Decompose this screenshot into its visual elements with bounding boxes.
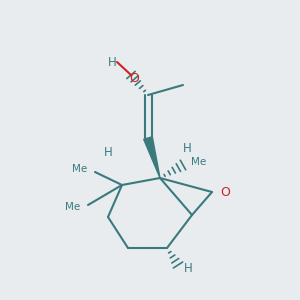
Text: H: H <box>108 56 116 68</box>
Text: O: O <box>129 73 139 85</box>
Text: Me: Me <box>65 202 80 212</box>
Text: Me: Me <box>191 157 206 167</box>
Text: H: H <box>183 142 191 154</box>
Text: Me: Me <box>72 164 87 174</box>
Text: H: H <box>184 262 193 275</box>
Text: O: O <box>220 185 230 199</box>
Polygon shape <box>144 137 160 178</box>
Text: H: H <box>103 146 112 158</box>
